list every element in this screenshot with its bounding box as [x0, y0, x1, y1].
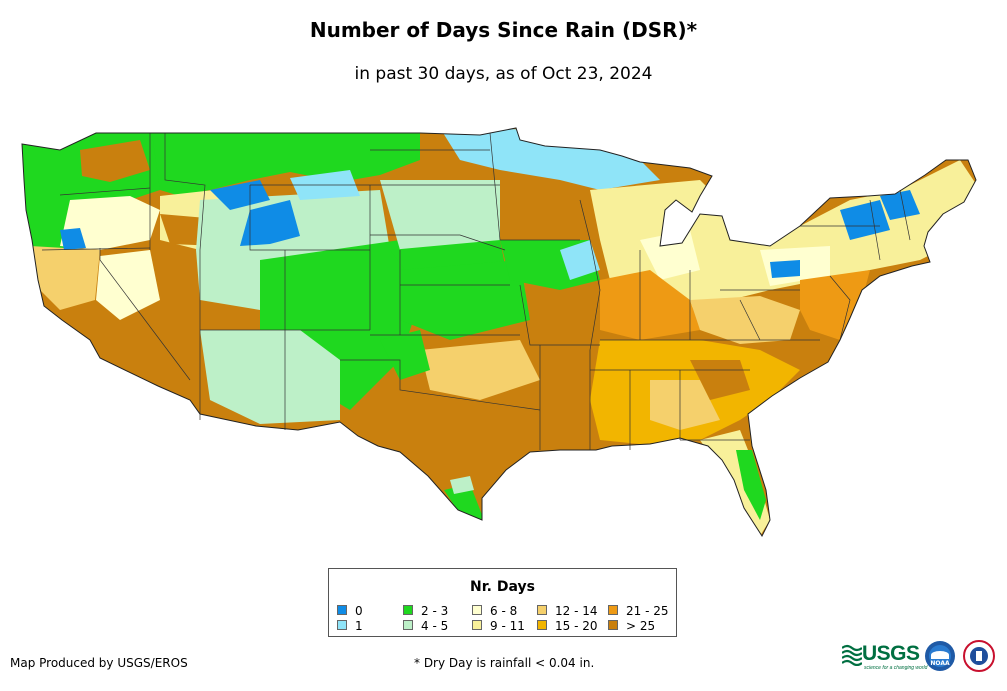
legend-label: 9 - 11 [490, 619, 525, 633]
legend-swatch [337, 605, 347, 615]
legend-label: > 25 [626, 619, 656, 633]
legend-swatch [608, 605, 618, 615]
usgs-logo: USGS science for a changing world [842, 642, 927, 672]
dsr-color-regions [22, 128, 976, 536]
legend-label: 12 - 14 [555, 604, 598, 618]
legend-swatch [608, 620, 618, 630]
credit-text: Map Produced by USGS/EROS [10, 656, 188, 670]
legend-label: 1 [355, 619, 363, 633]
usgs-wordmark: USGS [862, 642, 920, 665]
legend-swatch [537, 605, 547, 615]
map-title: Number of Days Since Rain (DSR)* [309, 18, 698, 42]
legend-swatch [472, 605, 482, 615]
legend-swatch [403, 620, 413, 630]
usgs-wave-icon [842, 644, 862, 666]
legend-swatch [537, 620, 547, 630]
legend-swatch [403, 605, 413, 615]
legend-title: Nr. Days [470, 579, 535, 595]
legend-label: 15 - 20 [555, 619, 598, 633]
legend-label: 6 - 8 [490, 604, 518, 618]
usgs-tagline: science for a changing world [864, 665, 928, 671]
legend-label: 0 [355, 604, 363, 618]
legend-label: 2 - 3 [421, 604, 449, 618]
noaa-wordmark: NOAA [930, 660, 950, 667]
noaa-bird-icon [931, 651, 949, 659]
noaa-logo: NOAA [925, 641, 955, 671]
state-boundaries [41, 132, 911, 450]
legend-swatch [472, 620, 482, 630]
nws-weather-icon [976, 651, 982, 661]
legend-label: 4 - 5 [421, 619, 449, 633]
nws-logo [963, 640, 995, 672]
legend-label: 21 - 25 [626, 604, 669, 618]
map-subtitle: in past 30 days, as of Oct 23, 2024 [354, 64, 653, 84]
legend-swatch [337, 620, 347, 630]
footnote-text: * Dry Day is rainfall < 0.04 in. [414, 656, 595, 670]
